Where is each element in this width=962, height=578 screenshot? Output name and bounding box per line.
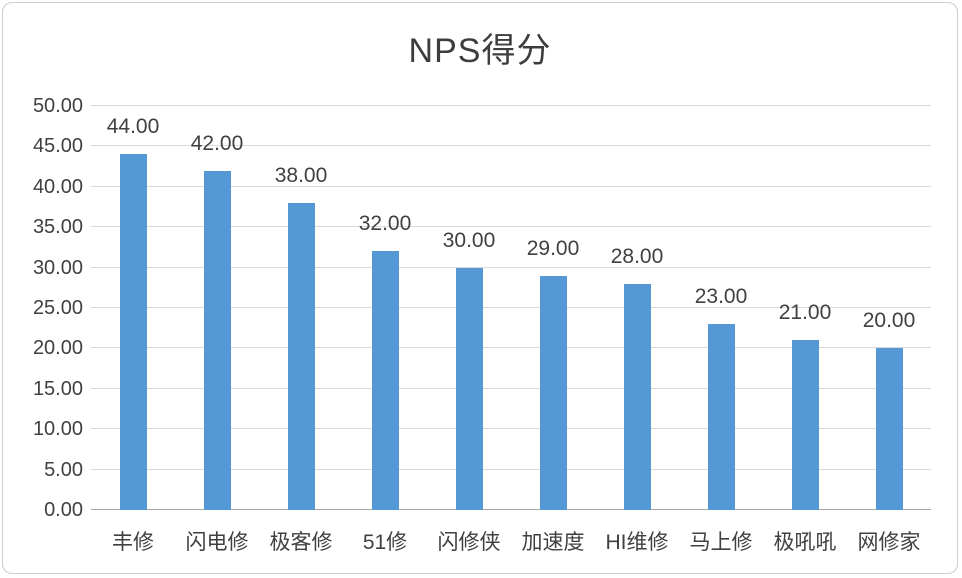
bar xyxy=(455,267,483,510)
y-axis-tick-label: 50.00 xyxy=(32,95,83,117)
x-axis-category-label: 马上修 xyxy=(689,531,753,554)
bar xyxy=(539,275,567,510)
bar xyxy=(119,154,147,510)
bar-value-label: 32.00 xyxy=(358,212,412,236)
bar xyxy=(203,170,231,510)
bar xyxy=(791,340,819,510)
y-axis-tick-label: 40.00 xyxy=(32,175,83,198)
y-axis-tick-label: 20.00 xyxy=(32,337,83,360)
x-axis-category-label: HI维修 xyxy=(605,531,669,554)
bar-value-label: 38.00 xyxy=(274,163,328,187)
bar xyxy=(623,283,651,510)
bar-value-label: 20.00 xyxy=(862,309,916,333)
y-axis-tick-label: 25.00 xyxy=(32,297,83,319)
y-axis-tick-label: 10.00 xyxy=(32,418,83,441)
bar-value-label: 21.00 xyxy=(778,301,832,325)
gridline xyxy=(91,347,931,349)
gridline xyxy=(91,387,931,389)
bar xyxy=(707,324,735,510)
bar xyxy=(287,202,315,510)
gridline xyxy=(91,468,931,470)
bar xyxy=(875,348,903,510)
gridline xyxy=(91,307,931,308)
x-axis-category-label: 51修 xyxy=(362,531,408,554)
gridline xyxy=(91,145,931,147)
bar-value-label: 42.00 xyxy=(190,131,244,155)
x-axis-category-label: 闪电修 xyxy=(185,531,249,554)
x-axis-line xyxy=(91,509,931,510)
chart-title: NPS得分 xyxy=(408,32,552,70)
y-axis-tick-label: 35.00 xyxy=(32,216,83,239)
x-axis-category-label: 极客修 xyxy=(269,531,333,554)
y-axis-tick-label: 5.00 xyxy=(44,458,83,481)
bar-value-label: 28.00 xyxy=(610,244,664,268)
x-axis-category-label: 丰修 xyxy=(112,531,154,554)
gridline xyxy=(91,428,931,430)
y-axis-tick-label: 30.00 xyxy=(32,256,83,279)
x-axis-category-label: 极吼吼 xyxy=(773,531,837,554)
gridline xyxy=(91,105,931,106)
x-axis-category-label: 闪修侠 xyxy=(437,531,501,554)
bar-value-label: 23.00 xyxy=(694,285,748,309)
gridline xyxy=(91,185,931,187)
gridline xyxy=(91,226,931,228)
x-axis-category-label: 加速度 xyxy=(521,531,585,554)
bar-value-label: 29.00 xyxy=(526,236,580,260)
gridline xyxy=(91,266,931,268)
bar-value-label: 30.00 xyxy=(442,228,496,252)
y-axis-tick-label: 0.00 xyxy=(44,499,83,521)
bar xyxy=(371,251,399,510)
bar-value-label: 44.00 xyxy=(106,115,160,139)
plot-area: 0.00 5.00 10.00 15.00 20.00 25.00 30.00 35.00 40… xyxy=(33,95,931,554)
x-axis-category-label: 网修家 xyxy=(857,531,921,554)
y-axis-tick-label: 45.00 xyxy=(32,135,83,158)
y-axis-tick-label: 15.00 xyxy=(32,377,83,400)
